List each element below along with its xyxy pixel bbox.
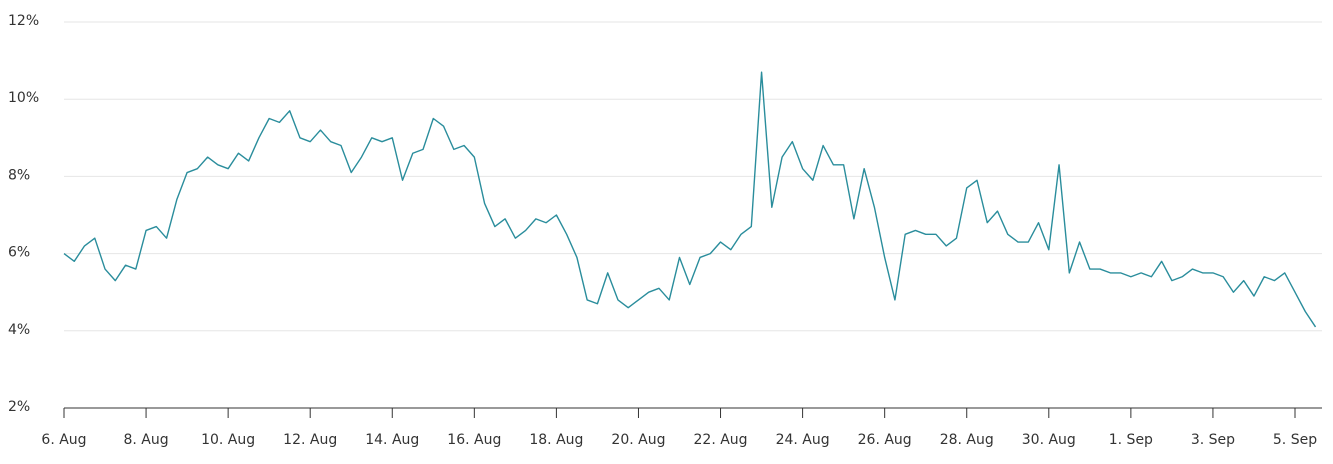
x-tick-label: 3. Sep	[1191, 432, 1235, 448]
x-tick-label: 16. Aug	[447, 432, 501, 448]
y-tick-label: 2%	[8, 399, 30, 415]
y-tick-label: 8%	[8, 167, 30, 183]
x-tick-label: 8. Aug	[123, 432, 168, 448]
x-tick-label: 14. Aug	[365, 432, 419, 448]
x-tick-label: 22. Aug	[694, 432, 748, 448]
data-line	[63, 71, 1317, 328]
x-tick-label: 20. Aug	[611, 432, 665, 448]
x-tick-label: 26. Aug	[858, 432, 912, 448]
x-tick-label: 6. Aug	[41, 432, 86, 448]
x-tick-label: 5. Sep	[1273, 432, 1317, 448]
x-tick-label: 18. Aug	[529, 432, 583, 448]
y-tick-label: 12%	[8, 13, 39, 29]
x-tick-label: 1. Sep	[1109, 432, 1153, 448]
x-tick-label: 10. Aug	[201, 432, 255, 448]
x-tick-label: 28. Aug	[940, 432, 994, 448]
y-tick-label: 10%	[8, 90, 39, 106]
x-tick-label: 24. Aug	[776, 432, 830, 448]
y-tick-label: 6%	[8, 245, 30, 261]
y-tick-label: 4%	[8, 322, 30, 338]
x-tick-label: 12. Aug	[283, 432, 337, 448]
x-tick-label: 30. Aug	[1022, 432, 1076, 448]
